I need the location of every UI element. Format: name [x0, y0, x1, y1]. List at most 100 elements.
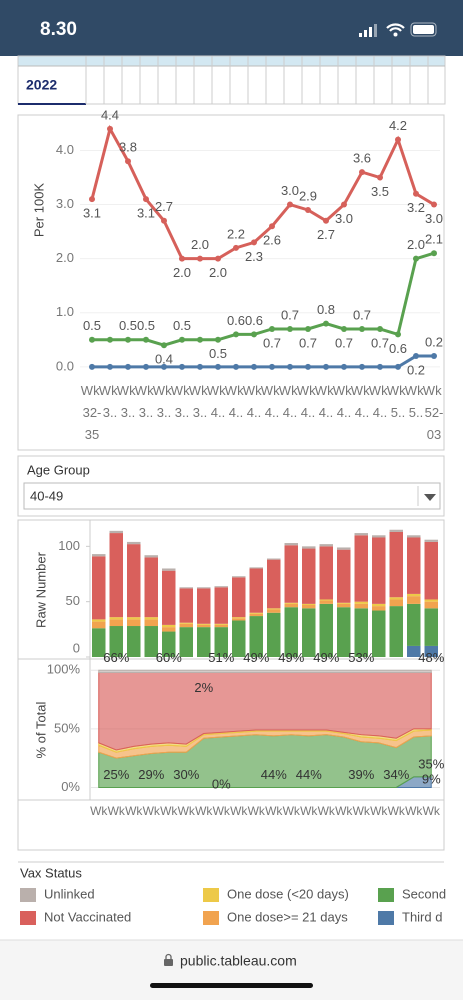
bar-segment [389, 529, 403, 532]
series-line [92, 354, 434, 369]
bar-segment [109, 533, 123, 618]
bar-segment [267, 558, 281, 560]
bar-segment [337, 547, 351, 550]
bar-panel [17, 519, 445, 851]
bar-segment [267, 559, 281, 609]
data-point [413, 255, 419, 262]
bar-segment [319, 544, 333, 547]
bar-segment [319, 599, 333, 601]
bar-segment [267, 612, 281, 657]
bar-segment [144, 626, 158, 657]
dropdown-arrow[interactable] [424, 494, 436, 501]
bar-segment [92, 554, 106, 557]
x-tick-label: Wk [178, 804, 196, 818]
x-tick-label: Wk 4.. [261, 383, 283, 420]
data-label: 3.0 [335, 211, 353, 226]
bar-segment [214, 627, 228, 657]
y-tick-label: 3.0 [56, 196, 74, 211]
url-text[interactable]: public.tableau.com [180, 953, 297, 969]
data-point [341, 363, 347, 370]
bar-segment [354, 601, 368, 604]
data-label: 2.2 [227, 226, 245, 241]
data-point [197, 363, 203, 370]
data-point [377, 363, 383, 370]
x-tick-label: Wk 3.. [171, 383, 193, 420]
data-point [233, 331, 239, 338]
x-tick-label: Wk 4.. [369, 383, 391, 420]
x-tick-label: Wk [265, 804, 283, 818]
data-point [179, 336, 185, 343]
bar-segment [407, 593, 421, 597]
data-label: 0.7 [263, 335, 281, 350]
home-indicator [150, 983, 313, 988]
data-label: 3.0 [425, 211, 443, 226]
x-tick-label: Wk 4.. [279, 383, 301, 420]
table-strip: 2022 [17, 55, 446, 105]
data-point [413, 353, 419, 360]
bar-segment [232, 576, 246, 578]
data-label: 0.5 [137, 318, 155, 333]
bar-segment [144, 557, 158, 618]
x-tick-label: Wk 32-35 [81, 383, 103, 442]
table-header [18, 56, 445, 66]
bar-segment [302, 603, 316, 605]
data-label: 2.1 [425, 232, 443, 247]
legend-label: One dose>= 21 days [227, 909, 348, 924]
data-label: 0.6 [245, 313, 263, 328]
bar-segment [127, 544, 141, 618]
bar-segment [424, 608, 438, 646]
signal-icon [359, 24, 377, 37]
y-axis-label: % of Total [33, 701, 48, 758]
y-axis-label: Per 100K [31, 183, 46, 238]
data-point [89, 336, 95, 343]
bar-segment [424, 539, 438, 542]
data-point [431, 250, 437, 257]
bar-segment [92, 619, 106, 622]
data-label: 53% [348, 650, 374, 665]
x-tick-label: Wk [213, 804, 231, 818]
data-point [215, 363, 221, 370]
bar-segment [372, 537, 386, 604]
data-point [107, 125, 113, 132]
x-tick-label: Wk 4.. [297, 383, 319, 420]
data-point [395, 363, 401, 370]
data-point [269, 325, 275, 332]
table-frame [17, 55, 446, 105]
bar-segment [197, 627, 211, 657]
data-label: 49% [243, 650, 269, 665]
data-point [107, 363, 113, 370]
bar-segment [407, 537, 421, 594]
bar-segment [232, 617, 246, 619]
bar-segment [267, 608, 281, 610]
wifi-icon [386, 23, 405, 32]
data-point [395, 136, 401, 143]
y-tick-label: 100% [47, 662, 81, 677]
x-tick-label: Wk 3.. [153, 383, 175, 420]
x-tick-label: Wk [318, 804, 336, 818]
x-tick-label: Wk 3.. [189, 383, 211, 420]
data-point [89, 363, 95, 370]
x-tick-label: Wk [283, 804, 301, 818]
legend-label: One dose (<20 days) [227, 886, 349, 901]
data-label: 2.7 [317, 227, 335, 242]
x-tick-label: Wk 5.. [405, 383, 427, 420]
legend-swatch [203, 888, 219, 902]
data-label: 0.6 [227, 313, 245, 328]
data-label: 0.7 [281, 307, 299, 322]
y-tick-label: 2.0 [56, 250, 74, 265]
y-tick-label: 50% [54, 720, 80, 735]
data-point [305, 363, 311, 370]
data-label: 4.2 [389, 118, 407, 133]
data-label: 3.6 [353, 151, 371, 166]
filter-panel [17, 455, 445, 517]
dropdown[interactable] [23, 482, 441, 510]
data-point [341, 201, 347, 208]
bar-segment [284, 602, 298, 604]
data-label: 9% [422, 771, 441, 786]
bar-segment [127, 619, 141, 627]
bar-segment [92, 628, 106, 657]
data-point [179, 363, 185, 370]
data-label: 3.2 [407, 200, 425, 215]
data-label: 2.0 [209, 265, 227, 280]
